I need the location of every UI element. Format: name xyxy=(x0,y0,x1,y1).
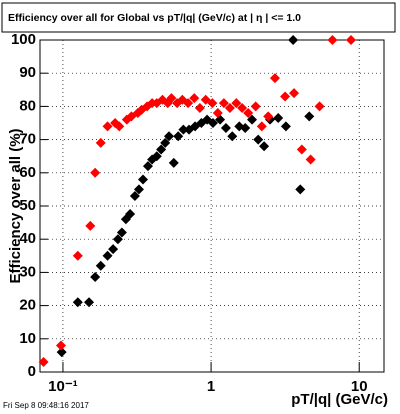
marker xyxy=(72,250,83,261)
marker xyxy=(133,184,144,195)
marker xyxy=(243,108,254,119)
marker xyxy=(112,234,123,245)
plot-frame xyxy=(39,39,385,373)
marker xyxy=(207,98,218,109)
y-tick-label: 0 xyxy=(28,363,36,380)
marker xyxy=(280,121,291,132)
marker xyxy=(207,118,218,128)
y-tick-label: 40 xyxy=(19,230,36,247)
marker xyxy=(84,297,95,308)
marker xyxy=(125,208,136,219)
y-axis-label: Efficiency over all (%) xyxy=(7,128,24,283)
marker xyxy=(164,131,175,142)
marker xyxy=(178,124,189,135)
marker xyxy=(220,122,231,133)
marker xyxy=(240,122,251,133)
marker xyxy=(189,93,200,104)
marker xyxy=(227,131,238,142)
marker xyxy=(231,98,242,109)
marker xyxy=(263,111,274,122)
title-box xyxy=(1,2,396,33)
marker xyxy=(151,151,162,162)
marker xyxy=(289,88,300,99)
marker xyxy=(237,103,248,114)
y-tick-label: 70 xyxy=(19,131,36,148)
y-tick-label: 60 xyxy=(19,164,36,181)
marker xyxy=(156,144,167,155)
marker xyxy=(114,121,125,132)
y-tick-label: 100 xyxy=(11,31,36,48)
marker xyxy=(85,220,96,231)
x-tick-label: 1 xyxy=(207,378,215,395)
marker xyxy=(166,93,177,104)
marker xyxy=(288,35,299,45)
marker xyxy=(102,250,113,261)
marker xyxy=(173,131,184,142)
marker xyxy=(305,154,316,165)
marker xyxy=(168,157,179,168)
marker xyxy=(280,91,291,102)
footer-date: Fri Sep 8 09:48:16 2017 xyxy=(3,401,89,410)
marker xyxy=(304,111,315,122)
marker xyxy=(129,191,140,202)
marker xyxy=(95,260,106,271)
marker xyxy=(269,73,280,84)
chart-title: Efficiency over all for Global vs pT/|q|… xyxy=(8,12,301,24)
marker xyxy=(259,141,270,152)
marker xyxy=(160,137,171,148)
marker xyxy=(95,137,106,148)
y-tick-label: 80 xyxy=(19,97,36,114)
marker xyxy=(56,347,67,358)
marker xyxy=(345,35,356,45)
marker xyxy=(116,227,127,238)
marker xyxy=(212,108,223,119)
marker xyxy=(108,244,119,255)
marker xyxy=(38,357,49,368)
marker xyxy=(314,101,325,112)
y-tick-label: 20 xyxy=(19,297,36,314)
x-tick-label: 10 xyxy=(351,378,368,395)
marker xyxy=(295,184,306,195)
marker xyxy=(194,103,205,114)
marker xyxy=(247,114,258,125)
marker xyxy=(218,98,229,109)
marker xyxy=(142,161,153,172)
marker xyxy=(224,103,235,114)
marker xyxy=(250,101,261,112)
y-tick-label: 50 xyxy=(19,197,36,214)
y-tick-label: 10 xyxy=(19,330,36,347)
x-tick-label: 10⁻¹ xyxy=(48,378,78,395)
marker xyxy=(327,35,338,45)
y-tick-label: 30 xyxy=(19,263,36,280)
marker xyxy=(253,134,264,145)
marker xyxy=(256,121,267,132)
marker xyxy=(90,272,101,283)
marker xyxy=(102,121,113,132)
marker xyxy=(296,144,307,155)
marker xyxy=(137,174,148,185)
marker xyxy=(234,121,245,132)
y-tick-label: 90 xyxy=(19,64,36,81)
marker xyxy=(183,98,194,109)
marker xyxy=(55,340,66,351)
marker xyxy=(273,113,284,124)
marker xyxy=(72,297,83,308)
x-axis-label: pT/|q| (GeV/c) xyxy=(291,391,388,408)
marker xyxy=(90,167,101,178)
